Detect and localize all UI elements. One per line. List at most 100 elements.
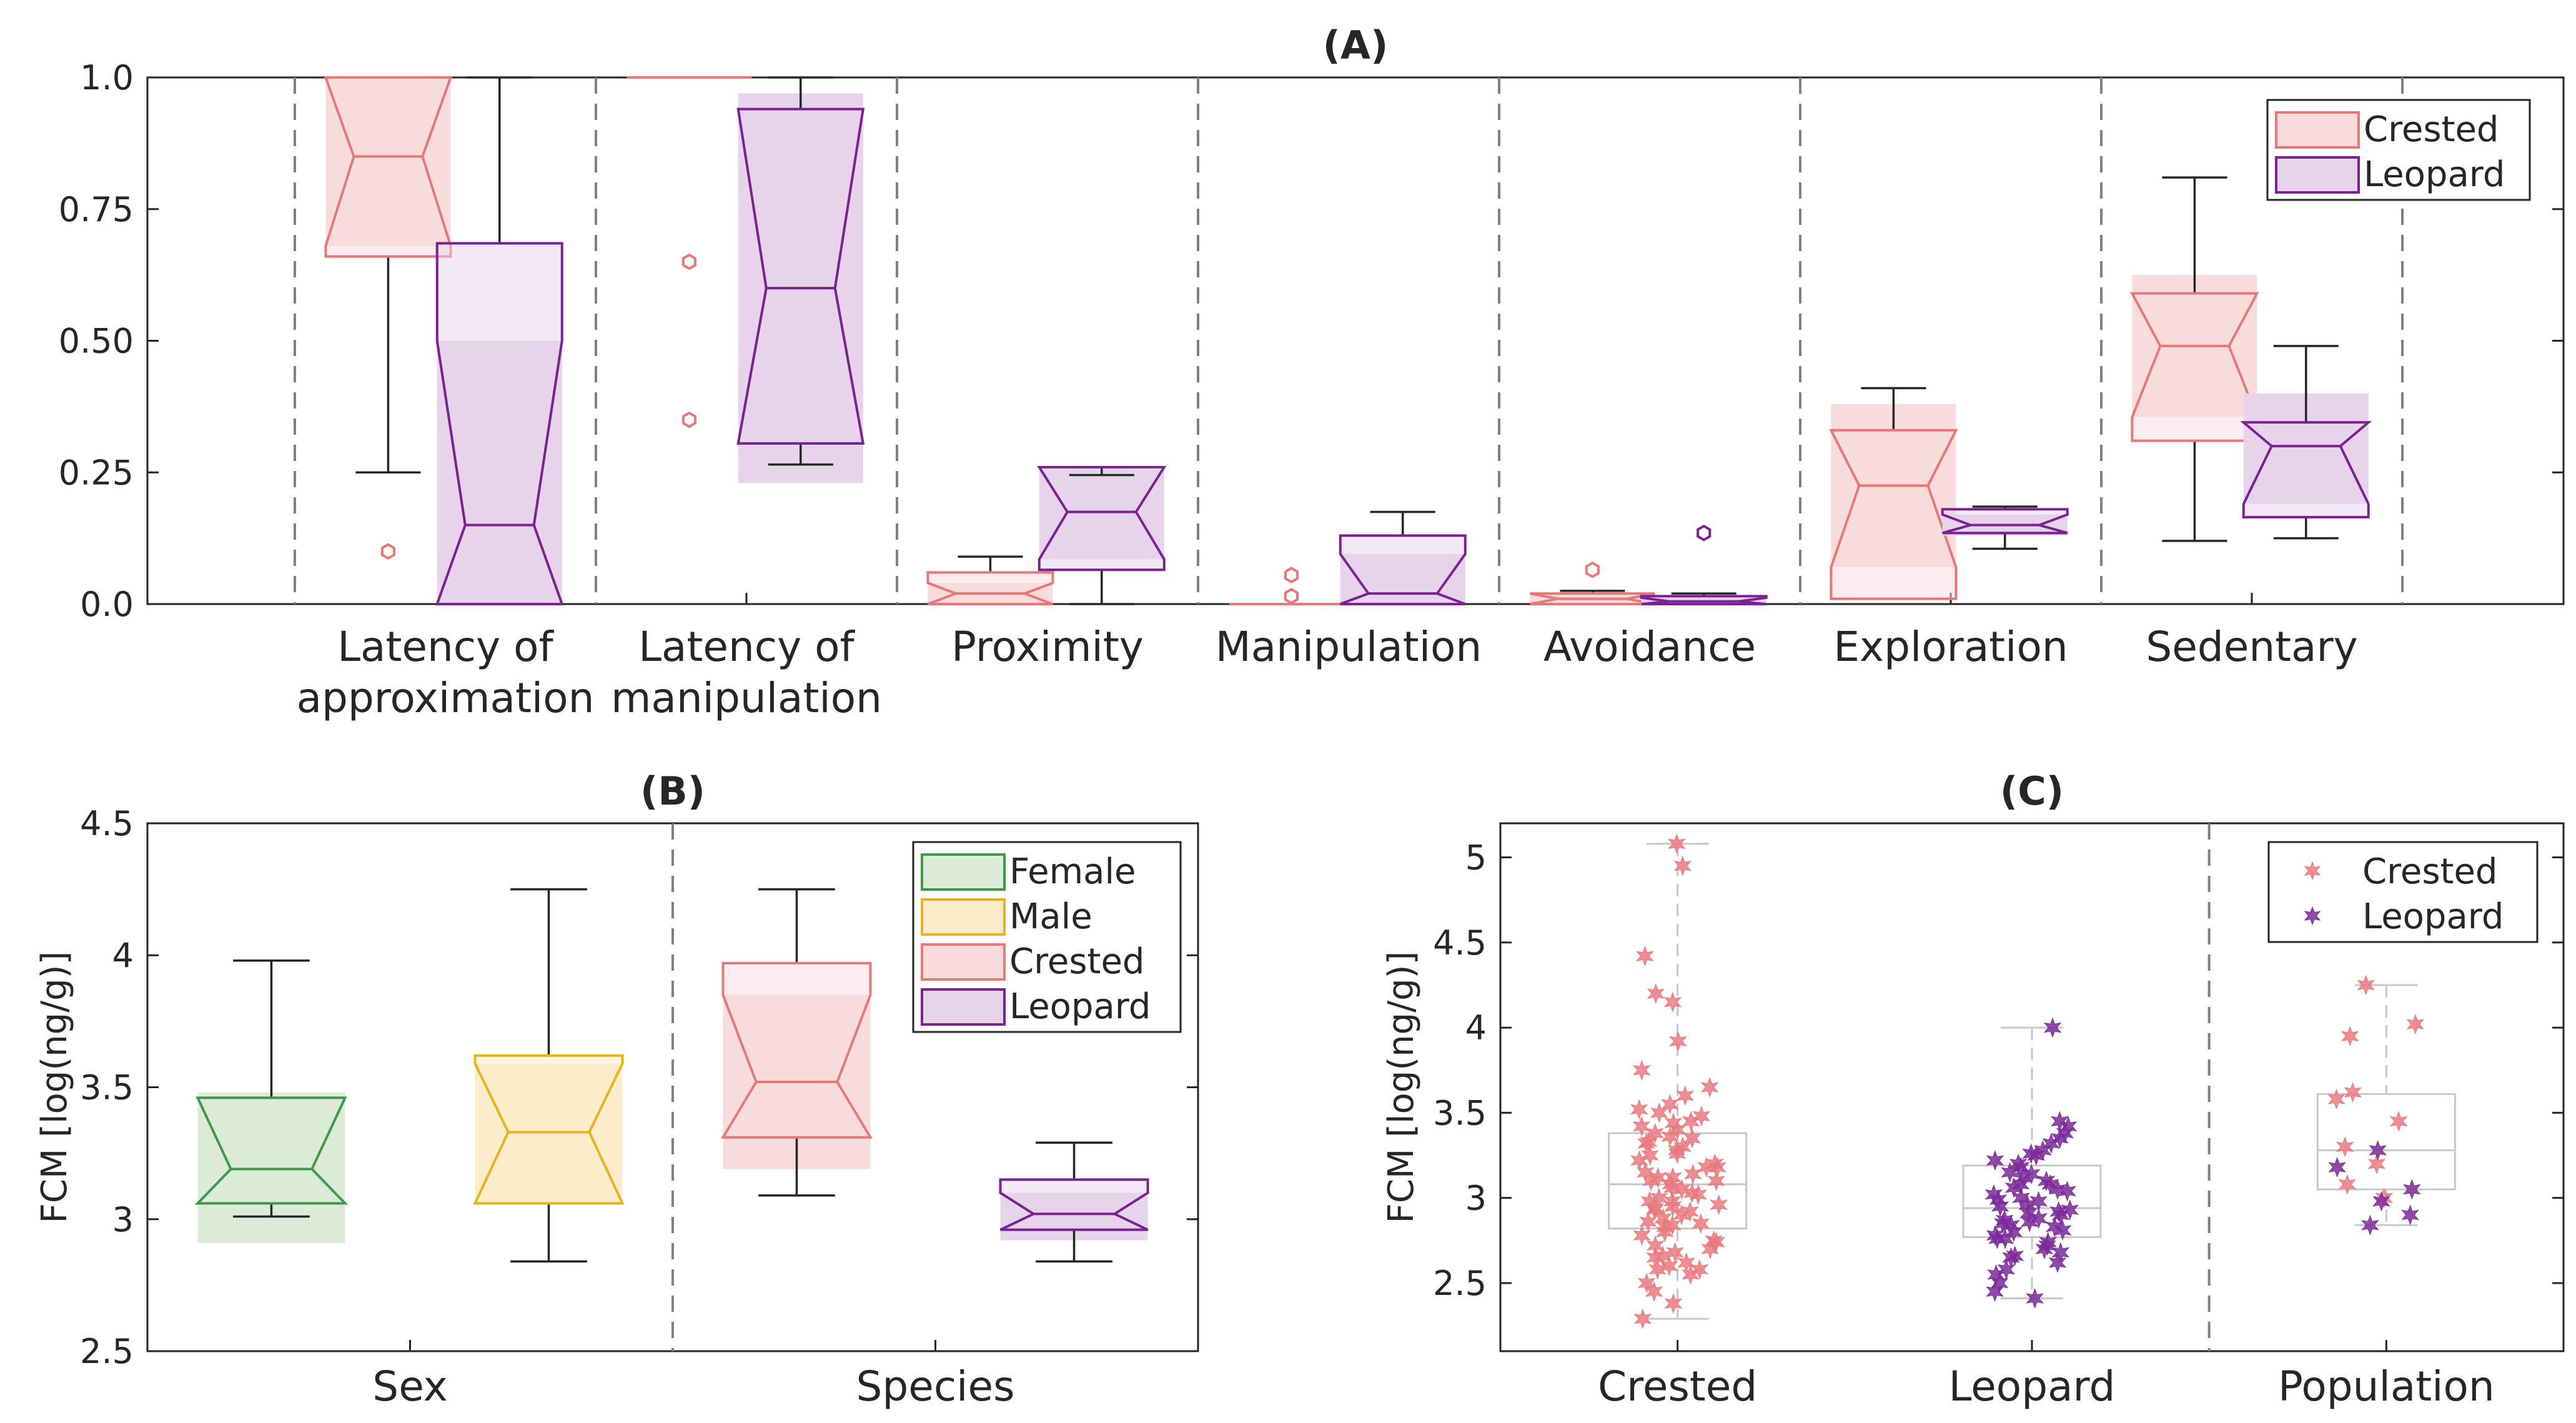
point-crested — [1710, 1194, 1728, 1216]
point-crested — [1681, 1201, 1699, 1222]
point-population-crested — [2341, 1026, 2359, 1047]
outlier — [1585, 561, 1600, 578]
category-label: Sex — [372, 1362, 447, 1411]
point-leopard — [2042, 1133, 2060, 1154]
point-crested — [1682, 1264, 1700, 1285]
box-crested — [1530, 561, 1655, 605]
point-population-crested — [2406, 1014, 2425, 1035]
category-label: Avoidance — [1543, 623, 1756, 671]
point-crested — [1707, 1170, 1725, 1191]
point-crested — [1673, 855, 1692, 876]
category-label: Species — [856, 1362, 1014, 1411]
box-leopard — [1339, 510, 1467, 605]
point-leopard — [2026, 1288, 2044, 1309]
y-tick-label: 4 — [1465, 1008, 1487, 1048]
y-tick-label: 5 — [1465, 838, 1487, 878]
category-label: Manipulation — [1216, 623, 1482, 671]
point-population-crested — [2338, 1174, 2357, 1195]
box-leopard — [999, 1141, 1149, 1263]
y-tick-label: 3.5 — [80, 1068, 134, 1108]
point-crested — [1682, 1111, 1700, 1132]
point-crested — [1689, 1184, 1707, 1205]
point-crested — [1697, 1157, 1715, 1178]
point-population-leopard — [2361, 1214, 2379, 1236]
point-crested — [1645, 1281, 1663, 1302]
category-label-line: approximation — [297, 674, 595, 722]
y-tick-label: 3 — [112, 1200, 134, 1239]
notch-fill — [475, 1063, 623, 1204]
box-leopard — [736, 76, 865, 483]
box-outline — [473, 1054, 625, 1205]
panel-title: (C) — [2000, 768, 2064, 814]
point-leopard — [2029, 1207, 2048, 1229]
legend-swatch — [2275, 156, 2360, 194]
point-population-crested — [2327, 1089, 2346, 1110]
outlier — [681, 411, 696, 429]
legend-marker — [2304, 906, 2321, 926]
outlier — [681, 253, 696, 270]
point-crested — [1637, 1133, 1655, 1154]
point-crested — [1630, 1099, 1648, 1120]
point-population-leopard — [2403, 1179, 2421, 1200]
point-crested — [1663, 1214, 1682, 1236]
box-crested — [2130, 176, 2259, 542]
point-crested — [1661, 1126, 1679, 1147]
point-leopard — [1986, 1150, 2004, 1171]
legend-swatch — [921, 988, 1006, 1026]
legend-label: Female — [1009, 851, 1136, 892]
category-label: Population — [2278, 1362, 2495, 1411]
grey-box — [1608, 843, 1748, 1320]
outlier — [1284, 588, 1299, 605]
box-crested — [1829, 387, 1958, 600]
box-outline — [1941, 508, 2069, 535]
box-leopard — [1037, 465, 1167, 605]
notch-fill — [1039, 467, 1164, 560]
legend-label: Leopard — [2364, 154, 2505, 195]
y-tick-label: 4.5 — [1433, 923, 1487, 963]
y-tick-label: 0.25 — [59, 453, 134, 492]
y-tick-label: 3.5 — [1433, 1093, 1487, 1133]
point-crested — [1636, 1162, 1655, 1183]
legend-label: Leopard — [2362, 896, 2504, 937]
legend-label: Crested — [2364, 109, 2499, 150]
category-label: Proximity — [951, 623, 1144, 671]
point-crested — [1664, 1293, 1683, 1314]
point-leopard — [1989, 1189, 2008, 1210]
point-crested — [1676, 1085, 1695, 1106]
point-leopard — [2043, 1017, 2062, 1038]
y-tick-label: 4.5 — [80, 804, 134, 843]
point-leopard — [2020, 1211, 2039, 1232]
point-crested — [1663, 991, 1682, 1013]
point-crested — [1633, 1225, 1651, 1246]
y-tick-label: 2.5 — [80, 1332, 134, 1371]
box-crested — [324, 76, 453, 560]
point-crested — [1636, 946, 1654, 967]
point-leopard — [2001, 1162, 2019, 1183]
box-outline — [720, 961, 873, 1139]
category-label: Latency of manipulation — [611, 623, 882, 722]
point-crested — [1707, 1232, 1725, 1252]
y-axis-label: FCM [log(ng/g)] — [1381, 951, 1422, 1224]
box-outline — [926, 571, 1054, 605]
point-crested — [1650, 1102, 1668, 1123]
box-male — [473, 888, 625, 1263]
y-tick-label: 0.0 — [80, 585, 134, 624]
point-crested — [1632, 1116, 1651, 1137]
legend — [2267, 841, 2539, 943]
point-leopard — [2022, 1143, 2040, 1164]
y-tick-label: 3 — [1465, 1179, 1487, 1218]
point-population-leopard — [2328, 1157, 2346, 1178]
outlier — [1697, 524, 1712, 542]
point-crested — [1633, 1308, 1652, 1329]
legend-swatch — [2275, 111, 2360, 149]
category-label: Crested — [1598, 1362, 1757, 1411]
point-crested — [1637, 1272, 1656, 1294]
point-crested — [1692, 1213, 1710, 1234]
point-leopard — [2049, 1201, 2068, 1222]
point-leopard — [1986, 1281, 2004, 1302]
point-leopard — [2035, 1239, 2054, 1259]
outlier — [380, 543, 395, 560]
y-tick-label: 4 — [112, 936, 134, 975]
